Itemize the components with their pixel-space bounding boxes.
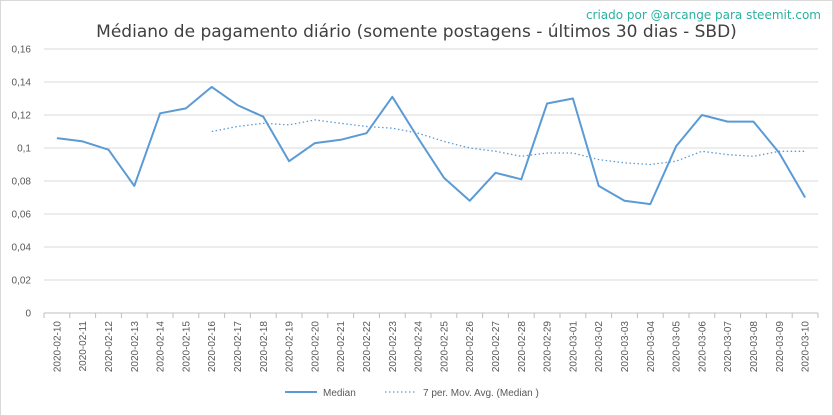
x-tick-label: 2020-02-27 xyxy=(491,321,502,373)
x-tick-label: 2020-03-03 xyxy=(620,321,631,373)
x-tick-label: 2020-02-15 xyxy=(181,321,192,373)
x-tick-label: 2020-02-26 xyxy=(465,321,476,373)
x-tick-label: 2020-02-28 xyxy=(517,321,528,373)
x-tick-label: 2020-02-20 xyxy=(310,321,321,373)
x-tick-label: 2020-03-10 xyxy=(801,321,812,373)
y-tick-label: 0,14 xyxy=(12,78,32,89)
y-tick-label: 0,02 xyxy=(12,276,32,287)
y-axis-ticks: 0 0,02 0,04 0,06 0,08 0,1 0,12 0,14 0,16 xyxy=(12,45,32,320)
x-tick-label: 2020-02-19 xyxy=(285,321,296,373)
x-tick-label: 2020-02-16 xyxy=(207,321,218,373)
x-tick-label: 2020-02-23 xyxy=(388,321,399,373)
y-tick-label: 0,1 xyxy=(17,144,31,155)
x-tick-label: 2020-02-22 xyxy=(362,321,373,373)
x-tick-label: 2020-02-18 xyxy=(259,321,270,373)
legend-label: Median xyxy=(323,388,356,399)
series-line-moving-average xyxy=(211,119,806,166)
gridlines xyxy=(44,48,818,281)
y-tick-label: 0,04 xyxy=(12,243,32,254)
series-lines xyxy=(56,85,806,206)
chart-title: Médiano de pagamento diário (somente pos… xyxy=(96,22,737,42)
x-tick-label: 2020-03-06 xyxy=(697,321,708,373)
x-axis xyxy=(43,312,819,318)
legend: Median 7 per. Mov. Avg. (Median ) xyxy=(285,388,539,399)
x-tick-label: 2020-03-04 xyxy=(646,321,657,373)
series-line-median xyxy=(56,85,806,206)
x-tick-label: 2020-03-09 xyxy=(775,321,786,373)
x-tick-label: 2020-02-10 xyxy=(52,321,63,373)
credit-text: criado por @arcange para steemit.com xyxy=(585,8,821,22)
x-tick-label: 2020-03-01 xyxy=(568,321,579,373)
x-tick-label: 2020-02-13 xyxy=(130,321,141,373)
x-tick-label: 2020-02-25 xyxy=(439,321,450,373)
x-tick-label: 2020-02-21 xyxy=(336,321,347,373)
x-tick-label: 2020-03-07 xyxy=(723,321,734,373)
y-tick-label: 0,12 xyxy=(12,111,32,122)
x-tick-label: 2020-03-08 xyxy=(749,321,760,373)
x-tick-label: 2020-03-02 xyxy=(594,321,605,373)
x-tick-label: 2020-03-05 xyxy=(672,321,683,373)
x-tick-label: 2020-02-11 xyxy=(78,321,89,372)
x-axis-ticks: 2020-02-10 2020-02-11 2020-02-12 2020-02-13… xyxy=(52,321,811,373)
legend-label: 7 per. Mov. Avg. (Median ) xyxy=(423,388,539,399)
x-tick-label: 2020-02-29 xyxy=(543,321,554,373)
y-tick-label: 0,16 xyxy=(12,45,32,56)
y-tick-label: 0,08 xyxy=(12,177,32,188)
y-tick-label: 0 xyxy=(25,309,31,320)
x-tick-label: 2020-02-24 xyxy=(414,321,425,373)
x-tick-label: 2020-02-17 xyxy=(233,321,244,373)
y-tick-label: 0,06 xyxy=(12,210,32,221)
x-tick-label: 2020-02-14 xyxy=(156,321,167,373)
x-tick-label: 2020-02-12 xyxy=(104,321,115,373)
